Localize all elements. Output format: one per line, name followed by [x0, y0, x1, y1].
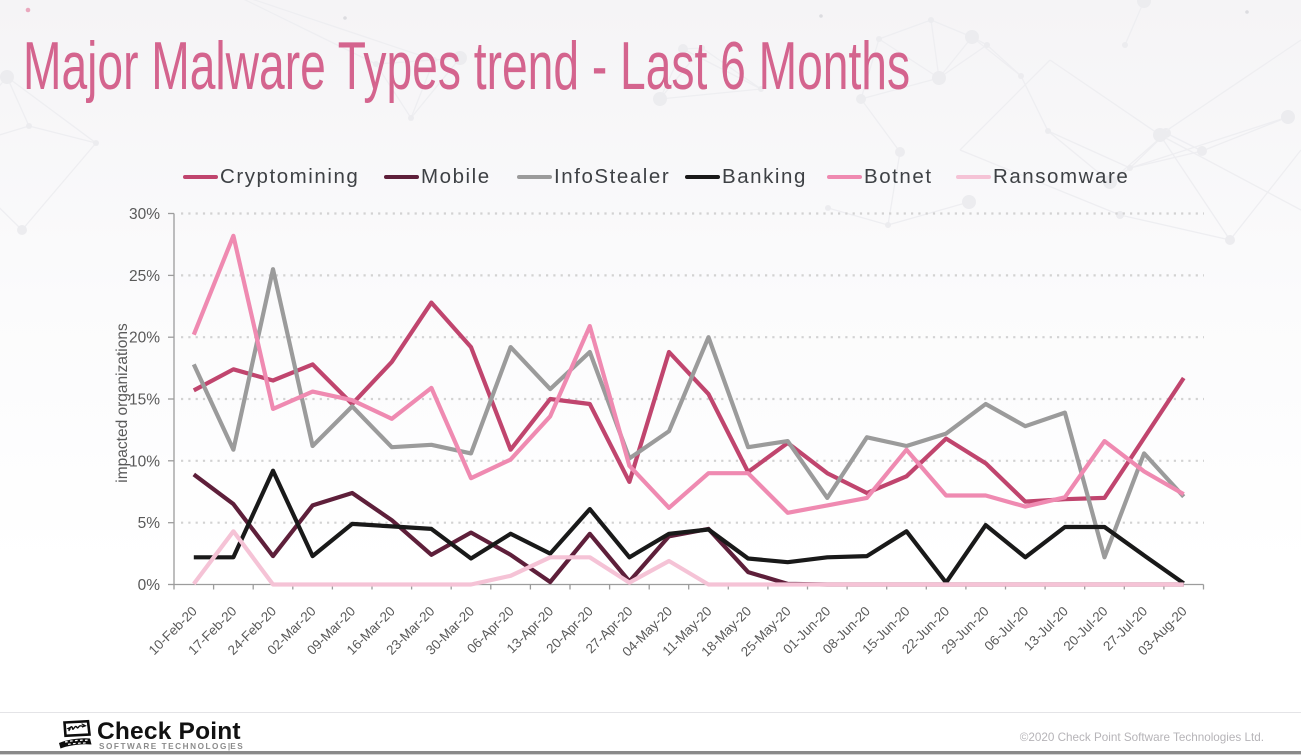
svg-text:25%: 25% [129, 268, 160, 285]
svg-text:0%: 0% [138, 577, 161, 594]
svg-text:5%: 5% [138, 515, 161, 532]
svg-text:impacted organizations: impacted organizations [114, 323, 131, 483]
svg-text:10%: 10% [129, 453, 160, 470]
svg-text:15%: 15% [129, 392, 160, 409]
svg-text:30%: 30% [129, 206, 160, 223]
svg-text:20%: 20% [129, 330, 160, 347]
